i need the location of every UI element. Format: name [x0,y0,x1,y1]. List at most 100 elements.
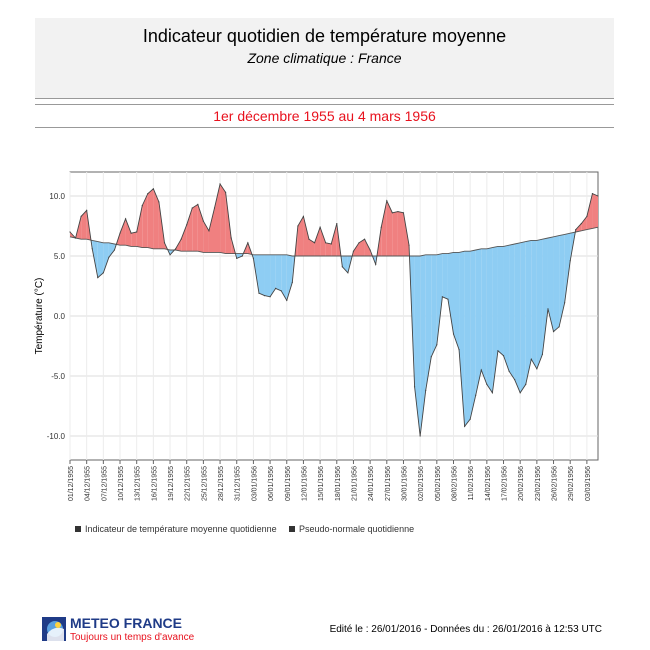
x-tick-label: 25/12/1955 [201,466,208,501]
anomaly-segment [342,256,348,273]
data-point [380,226,382,228]
x-tick-label: 08/02/1956 [451,466,458,501]
anomaly-segment [153,188,159,249]
data-point [525,383,527,385]
data-point [580,223,582,225]
data-point [102,272,104,274]
data-point [302,215,305,217]
data-point [452,333,455,335]
anomaly-segment [520,241,526,393]
data-point [158,201,160,203]
anomaly-segment [403,212,410,256]
title-panel: Indicateur quotidien de température moye… [35,18,614,99]
x-tick-label: 15/01/1956 [318,466,325,501]
anomaly-segment [136,205,143,248]
data-point [352,250,355,252]
x-tick-label: 19/12/1955 [168,466,175,501]
anomaly-segment [258,254,265,296]
data-point [402,212,405,214]
y-tick-label: -5.0 [51,372,65,381]
anomaly-segment [425,254,432,391]
anomaly-segment [481,248,487,385]
data-point [508,370,510,372]
data-point [213,207,216,209]
data-point [363,238,366,240]
data-point [147,193,149,195]
data-point [136,231,138,233]
data-point [280,290,282,292]
data-point [575,229,577,231]
anomaly-segment [220,184,226,254]
x-tick-label: 30/01/1956 [401,466,408,501]
data-point [74,237,77,239]
data-point [591,193,594,195]
data-point [386,200,388,202]
anomaly-segment [531,240,537,369]
anomaly-segment [275,254,282,291]
anomaly-segment [486,247,493,393]
anomaly-segment [464,251,471,427]
data-point [202,220,204,222]
anomaly-segment [470,250,476,420]
data-point [430,356,432,358]
anomaly-segment [81,210,87,240]
anomaly-segment [497,246,504,356]
anomaly-segment [320,227,326,256]
anomaly-segment [103,242,109,273]
data-point [219,183,221,185]
legend-item-normal: Pseudo-normale quotidienne [289,524,414,534]
data-point [586,215,588,217]
x-tick-label: 13/12/1955 [135,466,142,501]
anomaly-segment [197,204,204,253]
anomaly-segment [186,208,193,252]
anomaly-segment [264,254,271,297]
anomaly-segment [303,216,309,256]
x-tick-label: 17/02/1956 [502,466,509,501]
data-point [230,237,232,239]
data-point [319,226,321,228]
data-point [297,225,299,227]
y-tick-label: 0.0 [54,312,66,321]
divider-top [35,104,614,105]
anomaly-segment [459,251,465,427]
anomaly-segment [147,188,154,249]
data-point [530,358,532,360]
data-point [258,292,260,294]
series-line-indicator [69,182,599,437]
x-tick-label: 14/02/1956 [485,466,492,501]
data-point [197,203,199,205]
x-tick-label: 27/01/1956 [385,466,392,501]
x-tick-label: 11/02/1956 [468,466,475,501]
data-point [308,238,310,240]
anomaly-segment [475,248,482,396]
data-point [241,255,243,257]
data-point [341,266,343,268]
x-tick-label: 16/12/1955 [151,466,158,501]
anomaly-segment [125,218,132,247]
logo-name: METEO FRANCE [70,615,182,631]
data-point [519,392,521,394]
legend-label: Pseudo-normale quotidienne [299,524,415,534]
data-point [91,248,93,250]
data-point [330,243,332,245]
anomaly-segment [181,224,187,252]
anomaly-segment [431,254,437,357]
x-tick-label: 07/12/1955 [101,466,108,501]
anomaly-segment [364,239,371,256]
anomaly-segment [586,193,593,230]
data-point [436,344,438,346]
anomaly-segment [503,245,510,372]
anomaly-segment [325,242,332,256]
data-point [175,248,177,250]
data-point [124,218,127,220]
anomaly-segment [553,235,560,332]
anomaly-segment [492,246,498,393]
anomaly-segment [547,236,554,332]
divider-bottom [35,127,614,128]
x-tick-label: 06/01/1956 [268,466,275,501]
anomaly-segment [308,239,315,256]
data-point [186,224,188,226]
data-point [569,260,571,262]
x-tick-label: 22/12/1955 [185,466,192,501]
data-point [413,386,416,388]
